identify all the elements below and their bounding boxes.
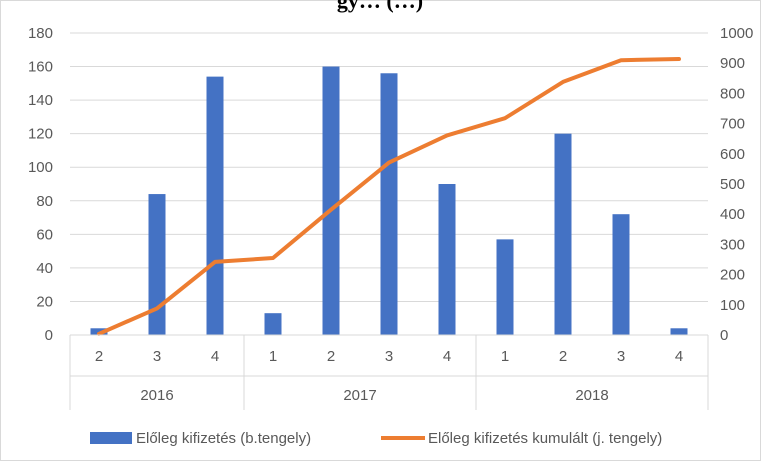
bar bbox=[670, 328, 688, 335]
bar bbox=[496, 239, 514, 335]
y-left-tick-label: 60 bbox=[36, 226, 53, 243]
y-right-tick-label: 500 bbox=[720, 176, 745, 193]
y-right-tick-label: 700 bbox=[720, 116, 745, 133]
bar bbox=[612, 214, 630, 335]
legend: Előleg kifizetés (b.tengely) Előleg kifiz… bbox=[90, 430, 662, 447]
bar bbox=[438, 184, 456, 335]
bar bbox=[322, 66, 340, 336]
x-tick-label: 3 bbox=[617, 348, 625, 365]
x-tick-label: 3 bbox=[153, 348, 161, 365]
bar bbox=[380, 73, 398, 336]
y-right-tick-label: 100 bbox=[720, 297, 745, 314]
axes: 0204060801001201401601800100200300400500… bbox=[28, 25, 753, 410]
x-tick-label: 4 bbox=[211, 348, 219, 365]
bar bbox=[206, 76, 224, 335]
year-group-label: 2017 bbox=[343, 387, 376, 404]
y-right-tick-label: 900 bbox=[720, 55, 745, 72]
legend-line-label: Előleg kifizetés kumulált (j. tengely) bbox=[428, 430, 662, 447]
y-left-tick-label: 140 bbox=[28, 92, 53, 109]
x-tick-label: 4 bbox=[675, 348, 683, 365]
y-right-tick-label: 600 bbox=[720, 146, 745, 163]
chart-title: gy… (…) bbox=[337, 0, 423, 13]
y-right-tick-label: 300 bbox=[720, 236, 745, 253]
bar bbox=[264, 313, 282, 335]
bar bbox=[148, 194, 166, 335]
y-left-tick-label: 160 bbox=[28, 59, 53, 76]
y-right-tick-label: 800 bbox=[720, 85, 745, 102]
x-tick-label: 2 bbox=[559, 348, 567, 365]
y-right-tick-label: 400 bbox=[720, 206, 745, 223]
y-left-tick-label: 100 bbox=[28, 159, 53, 176]
year-group-label: 2018 bbox=[575, 387, 608, 404]
y-right-tick-label: 0 bbox=[720, 327, 728, 344]
x-tick-label: 3 bbox=[385, 348, 393, 365]
y-right-tick-label: 1000 bbox=[720, 25, 753, 42]
x-tick-label: 1 bbox=[269, 348, 277, 365]
line-series bbox=[97, 57, 681, 336]
y-left-tick-label: 0 bbox=[45, 327, 53, 344]
x-tick-label: 1 bbox=[501, 348, 509, 365]
y-left-tick-label: 20 bbox=[36, 293, 53, 310]
y-left-tick-label: 40 bbox=[36, 260, 53, 277]
year-group-label: 2016 bbox=[140, 387, 173, 404]
y-left-tick-label: 80 bbox=[36, 193, 53, 210]
y-left-tick-label: 120 bbox=[28, 126, 53, 143]
x-tick-label: 2 bbox=[327, 348, 335, 365]
y-left-tick-label: 180 bbox=[28, 25, 53, 42]
legend-bar-swatch bbox=[90, 432, 132, 444]
x-tick-label: 2 bbox=[95, 348, 103, 365]
bar bbox=[554, 133, 572, 335]
y-right-tick-label: 200 bbox=[720, 267, 745, 284]
cumulative-line bbox=[97, 57, 681, 336]
x-tick-label: 4 bbox=[443, 348, 451, 365]
legend-bar-label: Előleg kifizetés (b.tengely) bbox=[136, 430, 311, 447]
